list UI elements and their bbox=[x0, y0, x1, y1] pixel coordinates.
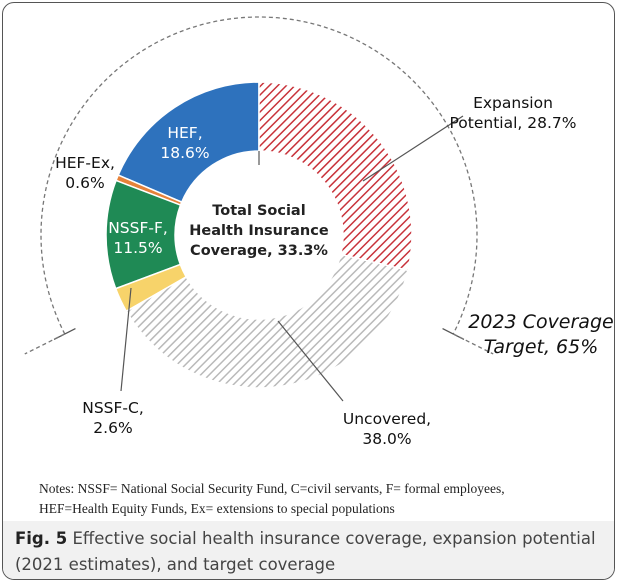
target-arc-extension-right bbox=[452, 333, 494, 355]
figure-frame: HEF, 18.6% HEF-Ex, 0.6% NSSF-F, 11.5% NSSF-C, 2… bbox=[2, 2, 615, 580]
leader-expansion bbox=[362, 115, 464, 182]
slice-uncovered bbox=[125, 253, 409, 389]
slice-value-hef-ex: 0.6% bbox=[65, 174, 104, 192]
slice-labels: HEF, 18.6% HEF-Ex, 0.6% NSSF-F, 11.5% NSSF-C, 2… bbox=[55, 94, 576, 448]
slice-expansion bbox=[258, 81, 413, 272]
slice-label-hef-ex: HEF-Ex, bbox=[55, 154, 115, 172]
leader-lines bbox=[120, 115, 464, 402]
leader-uncovered bbox=[277, 320, 344, 402]
figure-number: Fig. 5 bbox=[15, 529, 68, 548]
slice-value-uncovered: 38.0% bbox=[362, 430, 411, 448]
donut-slices bbox=[105, 81, 413, 389]
slice-value-nssf-c: 2.6% bbox=[93, 419, 132, 437]
center-label-line-2: Health Insurance bbox=[189, 223, 329, 239]
slice-label-hef: HEF, bbox=[167, 124, 202, 142]
target-arc bbox=[40, 16, 478, 335]
slice-hef bbox=[117, 81, 260, 204]
center-label-line-1: Total Social bbox=[212, 203, 305, 219]
slice-label-nssf-f: NSSF-F, bbox=[108, 219, 168, 237]
target-arc-group bbox=[24, 16, 494, 355]
target-label-line-2: Target, 65% bbox=[484, 336, 599, 358]
figure-caption: Fig. 5 Effective social health insurance… bbox=[15, 526, 605, 578]
leader-nssf-c bbox=[120, 287, 132, 392]
target-label-line-1: 2023 Coverage bbox=[468, 311, 613, 333]
notes-line-1: Notes: NSSF= National Social Security Fu… bbox=[39, 481, 505, 496]
notes: Notes: NSSF= National Social Security Fu… bbox=[39, 479, 609, 519]
center-label-line-3: Coverage, 33.3% bbox=[190, 243, 328, 259]
caption-background bbox=[3, 521, 614, 579]
notes-line-2: HEF=Health Equity Funds, Ex= extensions … bbox=[39, 501, 395, 516]
slice-label-nssf-c: NSSF-C, bbox=[82, 399, 144, 417]
target-arc-extension-left bbox=[24, 333, 66, 355]
slice-value-hef: 18.6% bbox=[160, 144, 209, 162]
slice-value-expansion: Potential, 28.7% bbox=[450, 114, 577, 132]
slice-label-expansion: Expansion bbox=[473, 94, 553, 112]
caption-text: Effective social health insurance covera… bbox=[15, 529, 596, 574]
donut-chart: HEF, 18.6% HEF-Ex, 0.6% NSSF-F, 11.5% NSSF-C, 2… bbox=[24, 16, 614, 448]
slice-label-uncovered: Uncovered, bbox=[343, 410, 431, 428]
slice-value-nssf-f: 11.5% bbox=[113, 239, 162, 257]
